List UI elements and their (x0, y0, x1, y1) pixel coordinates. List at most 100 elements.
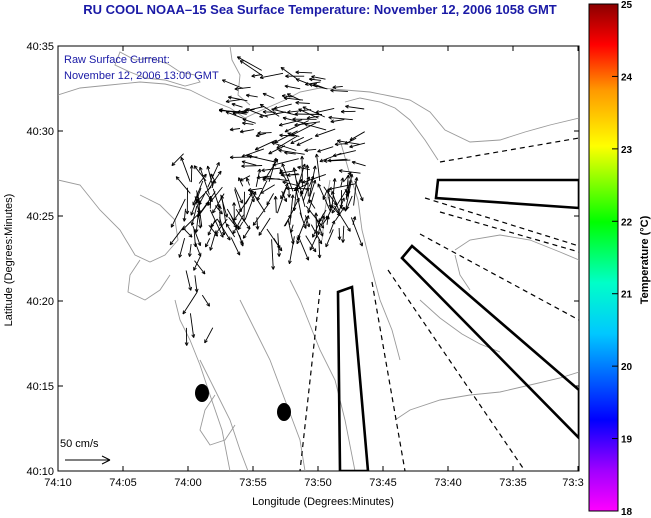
current-vector-head (319, 254, 322, 259)
current-vector (308, 175, 314, 187)
current-vector (235, 209, 251, 230)
current-vector-head (339, 204, 342, 209)
current-vector (352, 216, 356, 225)
current-vector (248, 187, 263, 191)
current-vector-head (241, 165, 245, 169)
current-vector-head (226, 223, 230, 227)
current-vector (220, 194, 228, 218)
current-vector (287, 93, 301, 101)
current-vector (189, 244, 192, 257)
current-vector-head (286, 173, 291, 176)
current-label-line1: Raw Surface Current: (64, 54, 170, 66)
current-vector (246, 177, 251, 186)
current-vector (351, 161, 366, 167)
current-vector-head (205, 174, 207, 178)
current-vector-head (322, 196, 327, 200)
current-vector-head (315, 212, 319, 217)
current-vector-head (257, 132, 262, 136)
current-vector (225, 223, 236, 238)
current-vector-head (307, 209, 309, 214)
current-vector-head (337, 236, 340, 241)
current-vector-head (235, 224, 238, 228)
current-vector (228, 96, 248, 102)
current-vector (294, 113, 323, 115)
current-vector-head (242, 242, 244, 247)
current-vector-head (273, 196, 276, 200)
current-vector-head (335, 201, 338, 206)
current-vector-head (295, 78, 299, 83)
current-vector (282, 117, 306, 124)
current-vector-head (273, 157, 277, 161)
current-vector (340, 177, 344, 188)
current-vector-head (190, 222, 193, 226)
colorbar-tick-label: 19 (621, 435, 633, 446)
current-vector-head (203, 270, 206, 275)
current-vector-head (278, 148, 283, 151)
current-vector (241, 160, 257, 166)
current-vector-head (354, 177, 358, 181)
colorbar-tick-label: 23 (621, 145, 633, 156)
current-vector-head (246, 226, 251, 230)
current-vector-head (298, 108, 302, 113)
current-vector (262, 176, 290, 182)
current-vector-head (182, 217, 185, 222)
current-vector-head (201, 272, 206, 275)
current-vector-head (312, 165, 316, 169)
current-vector (180, 157, 191, 182)
current-vector-head (302, 163, 306, 167)
current-vector-head (257, 226, 260, 230)
current-vector-head (290, 140, 294, 144)
current-vector-head (278, 122, 283, 126)
current-vector (230, 156, 258, 158)
current-vector-head (231, 103, 235, 107)
current-vector (251, 190, 266, 213)
current-vector-head (284, 150, 288, 153)
current-vector-head (309, 247, 314, 251)
current-vector-head (237, 109, 241, 113)
current-vector-head (282, 116, 287, 119)
current-vector (328, 116, 353, 121)
current-vector-head (261, 170, 265, 173)
current-vector (207, 162, 220, 188)
current-vector (309, 235, 318, 251)
current-vector (207, 165, 213, 186)
current-vector-head (233, 225, 237, 228)
current-vector-head (330, 119, 334, 123)
current-vector (334, 205, 351, 232)
current-vector (291, 122, 317, 136)
current-vector-head (300, 190, 304, 195)
current-vector-head (315, 110, 319, 113)
current-vector (237, 56, 262, 71)
current-vector (346, 195, 353, 210)
current-vector (234, 189, 242, 212)
current-vector (225, 111, 247, 120)
current-vector-head (295, 102, 299, 105)
current-vector-head (349, 173, 353, 177)
current-vector-head (297, 165, 302, 168)
current-vector (323, 186, 338, 206)
current-vector (238, 234, 244, 247)
current-vector-head (221, 210, 223, 215)
current-vector-head (317, 151, 322, 153)
current-vector (337, 140, 360, 145)
current-vector-head (240, 60, 244, 62)
current-vector-head (280, 66, 285, 69)
current-vector-head (328, 186, 332, 190)
current-vector-head (251, 199, 255, 203)
current-vector (318, 209, 327, 222)
current-vector-head (229, 156, 234, 160)
current-vector (313, 83, 326, 89)
current-vector-head (351, 173, 354, 178)
current-vector-head (288, 194, 292, 198)
current-vector-head (318, 241, 322, 245)
current-vector-head (190, 233, 193, 238)
current-vector-head (282, 180, 287, 183)
x-tick-label: 73:55 (239, 477, 267, 489)
current-vector-head (192, 202, 196, 206)
current-vector-head (277, 253, 280, 257)
current-vector (331, 191, 340, 213)
current-vector (194, 196, 200, 214)
current-vector (193, 255, 201, 271)
current-vector (305, 235, 317, 253)
current-vector (194, 275, 198, 293)
